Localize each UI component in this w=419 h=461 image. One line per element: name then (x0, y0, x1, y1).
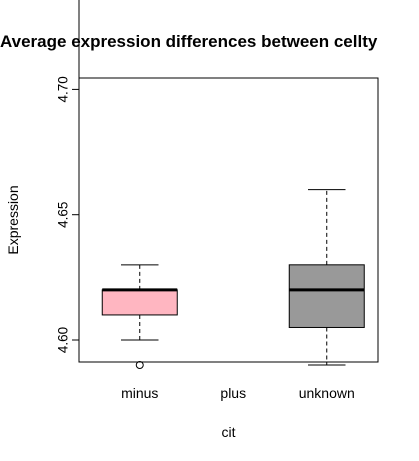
y-tick-label: 4.60 (56, 327, 71, 353)
y-axis-label: Expression (5, 185, 21, 254)
y-axis: 4.604.654.704.754.80 (56, 0, 80, 353)
box-unknown (288, 189, 365, 366)
iqr-box (101, 289, 178, 316)
boxes (101, 189, 365, 370)
y-tick-label: 4.70 (56, 76, 71, 102)
x-tick-label: minus (121, 385, 158, 401)
iqr-box (288, 264, 365, 328)
outlier-point (135, 361, 144, 370)
chart-title: Average expression differences between c… (0, 32, 378, 51)
y-tick-label: 4.65 (56, 202, 71, 228)
x-axis: minus plus unknown (121, 385, 355, 401)
box-minus (101, 264, 178, 370)
x-tick-label: plus (220, 385, 246, 401)
x-tick-label: unknown (299, 385, 355, 401)
x-axis-label: cit (222, 424, 236, 440)
